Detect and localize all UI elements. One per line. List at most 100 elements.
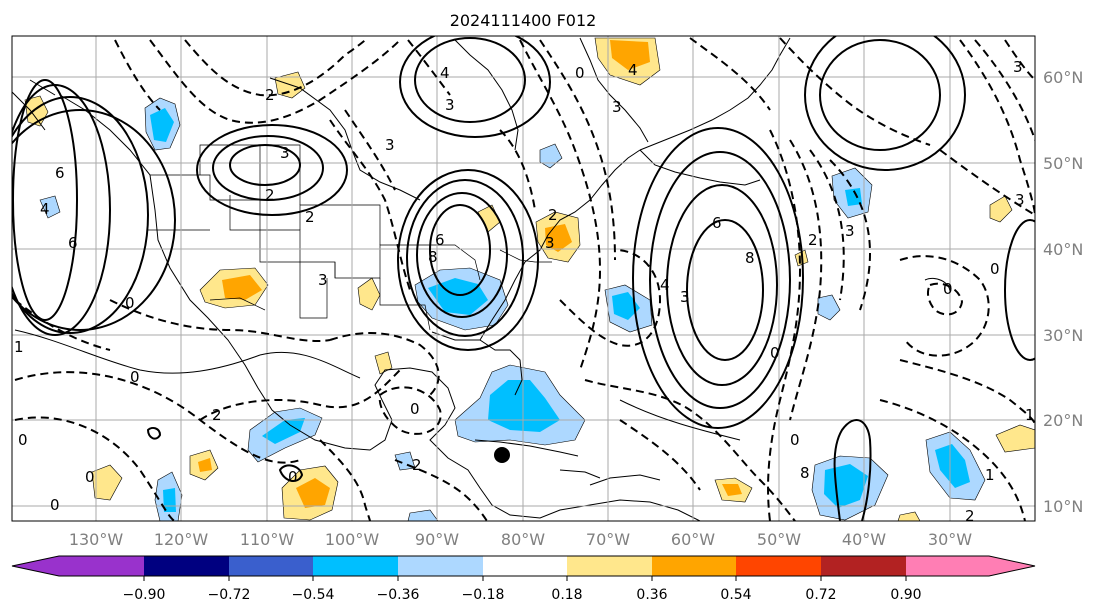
- colorbar-tick-label: 0.72: [805, 587, 836, 603]
- contour-label: 0: [50, 496, 60, 514]
- shade-positive: [222, 275, 262, 300]
- colorbar-tick-label: −0.18: [462, 587, 505, 603]
- lon-label: 80°W: [501, 530, 545, 549]
- contour-label: 4: [40, 200, 50, 218]
- contour-label: 0: [990, 260, 1000, 278]
- contour-label: 6: [68, 234, 78, 252]
- contour-label: 1: [14, 338, 24, 356]
- shade-positive: [91, 464, 123, 501]
- colorbar-segment: [59, 556, 144, 576]
- lon-label: 60°W: [671, 530, 715, 549]
- contour-label: 4: [440, 64, 450, 82]
- lat-label: 20°N: [1043, 411, 1083, 430]
- shade-negative: [488, 380, 560, 432]
- contour-label: 2: [265, 86, 275, 104]
- lon-label: 90°W: [415, 530, 459, 549]
- contour-label: 2: [808, 231, 818, 249]
- positive-contours: [12, 36, 1035, 521]
- colorbar-segment: [652, 556, 736, 576]
- colorbar-segment: [821, 556, 906, 576]
- colorbar-segment: [736, 556, 821, 576]
- shade-positive: [897, 511, 921, 521]
- contour-label: 6: [55, 164, 65, 182]
- colorbar: −0.90 −0.72 −0.54 −0.36 −0.18 0.18 0.36 …: [11, 555, 1036, 603]
- lon-label: 70°W: [586, 530, 630, 549]
- contour-label: 8: [800, 464, 810, 482]
- contour-label: 2: [412, 456, 422, 474]
- colorbar-segment: [144, 556, 229, 576]
- contour-label: 3: [845, 222, 855, 240]
- longitude-labels: 130°W 120°W 110°W 100°W 90°W 80°W 70°W 6…: [69, 530, 972, 549]
- contour-label: 6: [435, 231, 445, 249]
- shade-positive: [722, 484, 742, 496]
- lat-label: 30°N: [1043, 326, 1083, 345]
- contour-label: 3: [1013, 58, 1023, 76]
- contour-labels: 2 3 6 4 6 0 2 3 2 3 6 8 3 4 0 4 3 2 3 6: [14, 58, 1035, 525]
- negative-contours: [14, 37, 1035, 521]
- contour-label: 3: [612, 98, 622, 116]
- colorbar-tick-label: 0.18: [551, 587, 582, 603]
- contour-label: 8: [745, 249, 755, 267]
- contour-label: 3: [1015, 191, 1025, 209]
- colorbar-tick-label: 0.54: [720, 587, 751, 603]
- contour-label: 3: [385, 136, 395, 154]
- colorbar-segment: [567, 556, 652, 576]
- contour-label: 3: [680, 288, 690, 306]
- contour-label: 4: [660, 276, 670, 294]
- lon-label: 50°W: [757, 530, 801, 549]
- shade-negative: [935, 444, 970, 488]
- contour-label: 3: [318, 271, 328, 289]
- zero-contours: [14, 277, 951, 441]
- lon-label: 130°W: [69, 530, 124, 549]
- map-panel: 2 3 6 4 6 0 2 3 2 3 6 8 3 4 0 4 3 2 3 6: [11, 35, 1036, 525]
- contour-label: 0: [288, 468, 298, 486]
- contour-label: 0: [85, 468, 95, 486]
- shade-positive: [374, 351, 393, 375]
- shade-positive: [296, 478, 330, 508]
- contour-label: 1: [1025, 406, 1035, 424]
- contour-label: 0: [943, 280, 953, 298]
- latitude-labels: 60°N 50°N 40°N 30°N 20°N 10°N: [1043, 68, 1083, 516]
- contour-label: 2: [965, 507, 975, 525]
- contour-label: 6: [712, 214, 722, 232]
- lon-label: 110°W: [240, 530, 295, 549]
- colorbar-segment: [229, 556, 313, 576]
- contour-label: 0: [130, 368, 140, 386]
- lon-label: 100°W: [325, 530, 380, 549]
- contour-label: 8: [428, 248, 438, 266]
- contour-label: 2: [212, 406, 222, 424]
- colorbar-tick-label: −0.72: [208, 587, 251, 603]
- contour-label: 1: [985, 466, 995, 484]
- shade-positive: [610, 40, 650, 70]
- lon-label: 30°W: [928, 530, 972, 549]
- gridlines: [12, 36, 1035, 521]
- contour-label: 0: [575, 64, 585, 82]
- contour-label: 2: [265, 186, 275, 204]
- shade-positive: [995, 424, 1035, 453]
- map-frame: [11, 35, 1036, 522]
- contour-label: 0: [18, 431, 28, 449]
- shade-negative: [407, 509, 439, 521]
- contour-label: 2: [548, 206, 558, 224]
- colorbar-tick-label: 0.36: [636, 587, 667, 603]
- shade-negative: [150, 108, 174, 142]
- colorbar-tick-label: −0.90: [123, 587, 166, 603]
- colorbar-segment: [906, 556, 989, 576]
- lat-label: 50°N: [1043, 154, 1083, 173]
- shade-positive: [357, 277, 381, 311]
- shade-negative: [262, 418, 305, 444]
- shade-negative: [39, 195, 61, 219]
- lat-label: 10°N: [1043, 497, 1083, 516]
- colorbar-tick-label: 0.90: [890, 587, 921, 603]
- lon-label: 40°W: [842, 530, 886, 549]
- contour-label: 0: [125, 294, 135, 312]
- colorbar-segment: [313, 556, 398, 576]
- contour-label: 3: [445, 96, 455, 114]
- colorbar-segment: [398, 556, 483, 576]
- contour-label: 3: [545, 234, 555, 252]
- colorbar-extend-low: [12, 556, 59, 576]
- contour-label: 2: [305, 208, 315, 226]
- lat-label: 40°N: [1043, 240, 1083, 259]
- lat-label: 60°N: [1043, 68, 1083, 87]
